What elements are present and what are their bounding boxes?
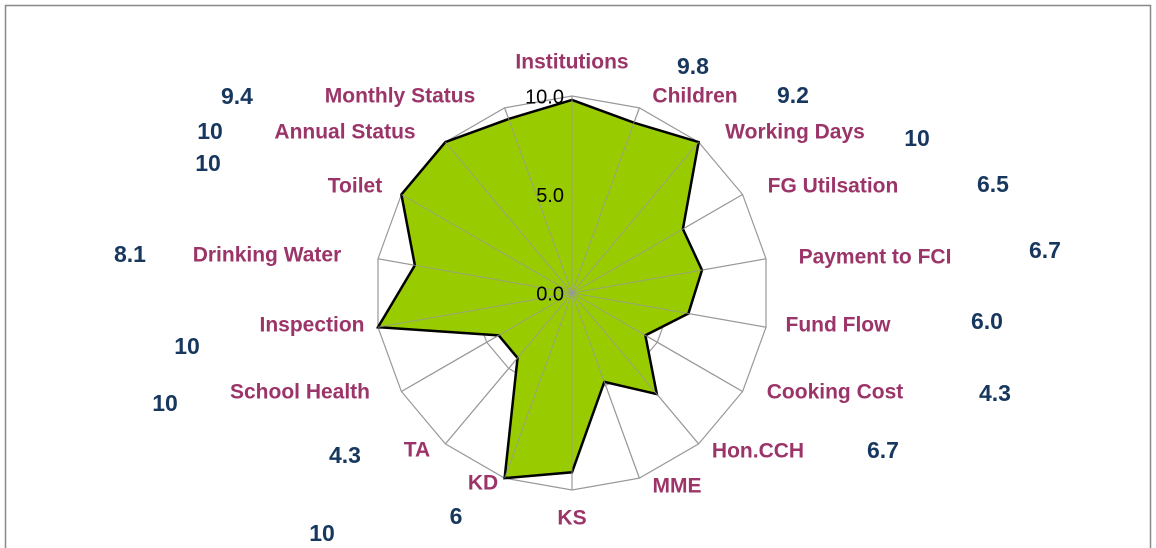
score-annotation: 9.8 — [677, 53, 709, 79]
category-label: Inspection — [259, 314, 364, 337]
score-annotation: 4.3 — [329, 442, 361, 468]
score-annotation: 6.7 — [1029, 237, 1061, 263]
r-tick-label: 0.0 — [536, 283, 564, 305]
r-tick-label: 5.0 — [536, 185, 564, 207]
category-label: School Health — [230, 381, 370, 404]
spoke-overlay — [444, 141, 573, 294]
r-tick-label: 10.0 — [525, 86, 564, 108]
score-annotation: 10 — [309, 520, 335, 546]
score-annotation: 9.2 — [777, 82, 809, 108]
category-label: FG Utilsation — [768, 175, 899, 198]
spoke-overlay — [504, 292, 573, 479]
score-annotation: 4.3 — [979, 380, 1011, 406]
spoke-overlay — [571, 141, 700, 294]
category-label: Cooking Cost — [767, 381, 904, 404]
spoke-overlay — [571, 292, 700, 445]
spoke-overlay — [571, 107, 640, 294]
score-annotation: 10 — [195, 150, 221, 176]
spoke-overlay — [571, 292, 767, 328]
category-label: Hon.CCH — [712, 440, 804, 463]
spoke-overlay — [571, 292, 743, 392]
score-annotation: 9.4 — [221, 83, 253, 109]
spoke-overlay — [571, 194, 743, 294]
score-annotation: 10 — [904, 125, 930, 151]
score-annotation: 6.5 — [977, 171, 1009, 197]
category-label: Fund Flow — [786, 314, 892, 337]
score-annotation: 10 — [152, 390, 178, 416]
score-annotation: 6 — [450, 503, 463, 529]
category-label: TA — [404, 439, 430, 462]
category-label: Toilet — [328, 175, 382, 198]
category-label: Children — [652, 85, 737, 108]
category-label: Monthly Status — [325, 85, 476, 108]
spoke-overlay — [571, 292, 640, 479]
spoke-overlay — [377, 258, 573, 294]
category-label: Annual Status — [274, 121, 415, 144]
spoke-overlay — [401, 194, 573, 294]
category-label: MME — [653, 475, 702, 498]
category-label: Payment to FCI — [799, 246, 952, 269]
category-label: Working Days — [725, 121, 865, 144]
score-annotation: 6.7 — [867, 437, 899, 463]
spoke-overlay — [444, 292, 573, 445]
score-annotation: 6.0 — [971, 308, 1003, 334]
spoke-overlay — [401, 292, 573, 392]
score-annotation: 10 — [174, 333, 200, 359]
score-annotation: 10 — [197, 118, 223, 144]
category-label: KS — [557, 507, 586, 530]
score-annotation: 8.1 — [114, 241, 146, 267]
category-label: Institutions — [515, 51, 628, 74]
spoke-overlay — [377, 292, 573, 328]
spoke-overlay — [504, 107, 573, 294]
category-label: Drinking Water — [193, 244, 342, 267]
spoke-overlay — [571, 258, 767, 294]
category-label: KD — [468, 472, 498, 495]
chart-frame — [4, 4, 1152, 548]
